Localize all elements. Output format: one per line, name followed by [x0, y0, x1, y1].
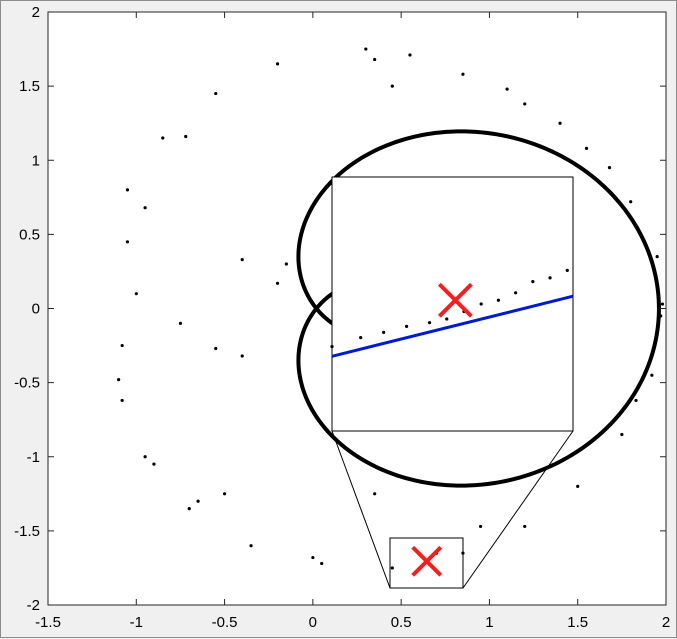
y-tick-label: -2 — [27, 597, 40, 614]
noisy-point — [408, 53, 412, 57]
x-tick-label: 1 — [485, 614, 493, 631]
inset-point — [565, 268, 569, 272]
inset-point — [330, 344, 334, 349]
inset-point — [427, 321, 432, 325]
noisy-point — [143, 206, 147, 210]
zoom-source-marker — [411, 545, 443, 577]
noisy-point — [505, 87, 509, 91]
inset-point — [359, 336, 363, 340]
y-tick-label: -0.5 — [14, 375, 40, 392]
noisy-point — [523, 102, 527, 106]
inset-point — [479, 302, 483, 306]
noisy-point — [390, 566, 394, 570]
noisy-point — [184, 134, 188, 139]
noisy-point — [222, 492, 227, 496]
noisy-point — [125, 188, 130, 192]
noisy-point — [390, 84, 394, 88]
noisy-point — [373, 57, 377, 62]
inset-fit-line — [331, 294, 574, 358]
y-tick-label: -1.5 — [14, 523, 40, 540]
noisy-point — [120, 343, 124, 348]
noisy-point-group — [117, 47, 665, 570]
y-tick-label: -1 — [27, 449, 40, 466]
x-tick-label: 0 — [309, 614, 317, 631]
zoom-connector-right — [462, 430, 574, 589]
inset-point — [405, 324, 409, 329]
inset-point — [445, 317, 449, 321]
marker-stroke — [437, 282, 473, 318]
inset-axes — [330, 176, 574, 432]
noisy-point — [161, 136, 165, 140]
noisy-point — [576, 484, 580, 488]
noisy-point — [364, 47, 368, 51]
noisy-point — [275, 281, 280, 285]
noisy-point — [117, 378, 121, 382]
noisy-point — [655, 255, 659, 259]
noisy-point — [479, 524, 483, 529]
noisy-point — [152, 462, 156, 466]
marker-stroke — [411, 545, 443, 577]
noisy-point — [634, 398, 638, 403]
x-tick-label: -1 — [130, 614, 143, 631]
noisy-point — [660, 302, 665, 306]
y-tick-label: 1.5 — [19, 78, 40, 95]
noisy-point — [659, 314, 663, 318]
noisy-point — [240, 257, 244, 262]
axis-tick-labels: -1.5 -1 -0.5 0 0.5 1 1.5 221.510.50-0.5-1-1.5-2 — [14, 4, 670, 631]
y-tick-label: 1 — [32, 152, 40, 169]
x-tick-label: 1.5 — [567, 614, 588, 631]
y-tick-label: 0 — [32, 301, 40, 318]
noisy-point — [143, 455, 147, 459]
noisy-point — [523, 524, 527, 529]
x-tick-label: -0.5 — [212, 614, 238, 631]
noisy-point — [249, 544, 253, 548]
y-tick-label: 2 — [32, 4, 40, 21]
noisy-point — [461, 72, 465, 76]
noisy-point — [607, 166, 612, 170]
noisy-point — [240, 354, 244, 358]
inset-point — [548, 276, 552, 280]
noisy-point — [320, 561, 324, 566]
noisy-point — [214, 91, 218, 96]
zoom-source-box — [389, 537, 464, 589]
noisy-point — [373, 492, 377, 496]
noisy-point — [214, 346, 218, 351]
x-tick-label: -1.5 — [35, 614, 61, 631]
inset-point — [514, 291, 518, 295]
x-tick-label: 2 — [662, 614, 670, 631]
noisy-point — [584, 146, 589, 150]
noisy-point — [620, 432, 624, 437]
noisy-point — [629, 200, 633, 204]
noisy-point — [120, 398, 124, 403]
noisy-point — [558, 121, 562, 125]
noisy-point — [178, 321, 183, 325]
inset-point — [382, 330, 386, 334]
inset-point — [531, 279, 535, 284]
y-tick-label: 0.5 — [19, 226, 40, 243]
noisy-point — [196, 499, 200, 503]
noisy-point — [275, 62, 280, 66]
noisy-point — [187, 507, 191, 511]
noisy-point — [311, 555, 315, 560]
zoom-connector-left — [331, 430, 391, 589]
x-tick-label: 0.5 — [391, 614, 412, 631]
inset-point — [496, 298, 500, 302]
noisy-point — [284, 262, 288, 266]
noisy-point — [134, 292, 138, 296]
noisy-point — [125, 240, 130, 244]
axis-ticks — [47, 11, 667, 606]
noisy-point — [302, 329, 306, 333]
noisy-point — [650, 373, 654, 377]
inset-marker-x — [437, 282, 473, 318]
